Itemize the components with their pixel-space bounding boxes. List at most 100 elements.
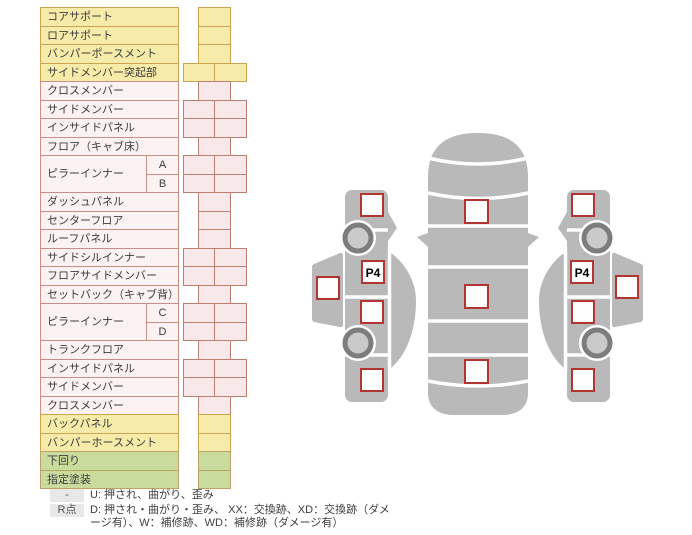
damage-cell[interactable] (214, 99, 247, 119)
damage-cell[interactable] (198, 44, 231, 64)
inspection-point-right-front[interactable] (571, 193, 595, 217)
part-label: フロア（キャブ床） (40, 136, 179, 156)
damage-cell[interactable] (198, 414, 231, 434)
damage-cell[interactable] (214, 266, 247, 286)
damage-cell[interactable] (214, 321, 247, 341)
right-mirror-icon (528, 233, 539, 247)
part-label: バンパーポースメント (40, 44, 179, 64)
vehicle-diagram: P4 P4 (312, 133, 643, 415)
pillar-row-label: C (146, 303, 179, 323)
damage-cell[interactable] (183, 99, 215, 119)
inspection-point-right-mid[interactable] (571, 300, 595, 324)
inspection-point-left-door[interactable] (316, 276, 340, 300)
part-label: ダッシュパネル (40, 192, 179, 212)
damage-cell[interactable] (183, 62, 215, 82)
parts-damage-table: コアサポート ロアサポート バンパーポースメント サイドメンバー突起部 クロスメンバーサ… (40, 7, 250, 491)
damage-cell[interactable] (198, 340, 231, 360)
damage-cell[interactable] (198, 25, 231, 45)
damage-cell[interactable] (183, 173, 215, 193)
damage-cell[interactable] (198, 210, 231, 230)
damage-cell[interactable] (198, 432, 231, 452)
damage-cell[interactable] (198, 229, 231, 249)
part-label: サイドメンバー突起部 (40, 62, 179, 82)
inspection-point-center-mid[interactable] (464, 284, 489, 309)
damage-cell[interactable] (183, 155, 215, 175)
part-label: サイドメンバー (40, 99, 179, 119)
legend-item-r: R点 D: 押され・曲がり・歪み、 XX：交換跡、XD：交換跡（ダメージ有）、W… (50, 504, 392, 530)
part-label: サイドシルインナー (40, 247, 179, 267)
damage-cell[interactable] (198, 7, 231, 27)
legend-text-u: U: 押され、曲がり、歪み (90, 489, 214, 501)
damage-cell[interactable] (214, 358, 247, 378)
damage-cell[interactable] (198, 469, 231, 489)
damage-cell[interactable] (198, 284, 231, 304)
inspection-point-right-rear[interactable] (571, 368, 595, 392)
inspection-point-left-p4[interactable] (361, 260, 385, 284)
p4-label-left: P4 (366, 266, 381, 280)
car-top-view (417, 133, 539, 415)
part-label: ピラーインナー (40, 155, 147, 193)
part-label: インサイドパネル (40, 358, 179, 378)
inspection-point-center-rear[interactable] (464, 359, 489, 384)
car-top-body (428, 133, 528, 415)
damage-cell[interactable] (183, 247, 215, 267)
damage-cell[interactable] (198, 451, 231, 471)
p4-label-right: P4 (575, 266, 590, 280)
damage-cell[interactable] (214, 247, 247, 267)
damage-cell[interactable] (183, 321, 215, 341)
part-label: フロアサイドメンバー (40, 266, 179, 286)
panel-divider (427, 191, 529, 201)
inspection-point-right-p4[interactable] (570, 260, 594, 284)
rear-left-wheel-icon (342, 327, 374, 359)
part-label: バンパーホースメント (40, 432, 179, 452)
car-right-side-view (539, 190, 643, 402)
damage-cell[interactable] (183, 377, 215, 397)
part-label: センターフロア (40, 210, 179, 230)
part-label: ロアサポート (40, 25, 179, 45)
legend-marker-u: - (50, 489, 84, 502)
pillar-row-label: A (146, 155, 179, 175)
legend-marker-r: R点 (50, 504, 84, 517)
damage-cell[interactable] (214, 62, 247, 82)
panel-divider (427, 156, 529, 166)
inspection-point-right-door[interactable] (615, 275, 639, 299)
part-label: クロスメンバー (40, 81, 179, 101)
part-label: ピラーインナー (40, 303, 147, 341)
right-roof-bulge (539, 253, 564, 368)
rear-right-wheel-icon (581, 327, 613, 359)
damage-cell[interactable] (214, 303, 247, 323)
damage-cell[interactable] (183, 303, 215, 323)
damage-cell[interactable] (214, 173, 247, 193)
damage-cell[interactable] (198, 136, 231, 156)
panel-divider (427, 379, 529, 388)
left-roof-bulge (391, 253, 416, 368)
damage-cell[interactable] (183, 358, 215, 378)
damage-cell[interactable] (214, 155, 247, 175)
part-label: トランクフロア (40, 340, 179, 360)
damage-cell[interactable] (198, 81, 231, 101)
damage-cell[interactable] (198, 395, 231, 415)
damage-legend: - U: 押され、曲がり、歪み R点 D: 押され・曲がり・歪み、 XX：交換跡… (50, 489, 392, 532)
part-label: サイドメンバー (40, 377, 179, 397)
inspection-point-left-mid[interactable] (360, 300, 384, 324)
damage-cell[interactable] (183, 266, 215, 286)
part-label: 下回り (40, 451, 179, 471)
part-label: セットバック（キャブ背） (40, 284, 179, 304)
part-label: クロスメンバー (40, 395, 179, 415)
pillar-row-label: B (146, 173, 179, 193)
legend-item-u: - U: 押され、曲がり、歪み (50, 489, 392, 502)
damage-cell[interactable] (214, 118, 247, 138)
legend-text-r: D: 押され・曲がり・歪み、 XX：交換跡、XD：交換跡（ダメージ有）、W：補修… (90, 504, 390, 529)
damage-cell[interactable] (183, 118, 215, 138)
part-label: インサイドパネル (40, 118, 179, 138)
front-left-wheel-icon (342, 222, 374, 254)
inspection-point-left-rear[interactable] (360, 368, 384, 392)
damage-cell[interactable] (214, 377, 247, 397)
part-label: バックパネル (40, 414, 179, 434)
inspection-points: P4 P4 (316, 193, 639, 392)
inspection-point-left-front[interactable] (360, 193, 384, 217)
pillar-row-label: D (146, 321, 179, 341)
damage-cell[interactable] (198, 192, 231, 212)
part-label: ルーフパネル (40, 229, 179, 249)
inspection-point-center-front[interactable] (464, 199, 489, 224)
